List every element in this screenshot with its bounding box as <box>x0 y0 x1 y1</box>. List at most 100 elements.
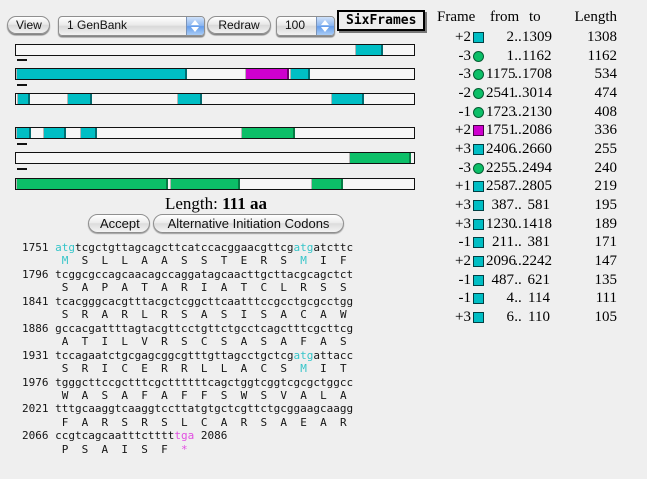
orf-segment[interactable] <box>348 153 411 163</box>
sequence-position: 1886 <box>22 321 56 335</box>
residue: L <box>101 254 109 268</box>
orf-table-row[interactable]: +3 6.. 110 105 <box>437 308 617 327</box>
residue: S <box>340 281 347 295</box>
square-orf-icon <box>473 256 484 268</box>
orf-frame: +2 <box>455 122 471 139</box>
alternative-initiation-codons-button[interactable]: Alternative Initiation Codons <box>153 214 344 233</box>
orf-from: 2587 <box>486 178 516 195</box>
orf-segment[interactable] <box>43 128 66 138</box>
residue: A <box>320 335 327 349</box>
frame-offset-dash <box>17 59 27 61</box>
residue: R <box>161 308 168 322</box>
range-separator: .. <box>514 103 522 120</box>
orf-segment[interactable] <box>16 128 31 138</box>
orf-table-row[interactable]: +3 387.. 581 195 <box>437 196 617 215</box>
square-orf-icon <box>473 312 484 324</box>
protein-line: S A P A T A R I A T C L R S S <box>22 281 353 294</box>
orf-table: Frame from to Length +2 2.. 1309 1308 -3 1.. 1… <box>437 9 617 327</box>
orf-table-row[interactable]: +2 2.. 1309 1308 <box>437 28 617 47</box>
orf-from: 387 <box>491 197 515 214</box>
range-separator: .. <box>514 47 522 64</box>
orf-frame: +3 <box>455 309 471 326</box>
circle-orf-icon <box>473 50 484 62</box>
orf-frame: -3 <box>458 47 472 64</box>
orf-table-row[interactable]: -1 4.. 114 111 <box>437 290 618 309</box>
orf-table-row[interactable]: +3 1230.. 1418 189 <box>437 215 617 234</box>
orf-table-row[interactable]: +1 2587.. 2805 219 <box>437 178 617 197</box>
orf-table-row[interactable]: -2 2541.. 3014 474 <box>437 84 618 103</box>
orf-table-row[interactable]: -3 2255.. 2494 240 <box>437 159 618 178</box>
residue: S <box>61 281 69 295</box>
square-orf-icon <box>473 274 484 286</box>
length-value: 111 aa <box>222 194 267 213</box>
range-separator: .. <box>514 215 522 232</box>
residue: A <box>200 308 208 322</box>
protein-line: W A S A F A F F S W S V A L A <box>22 389 353 402</box>
residue: A <box>300 388 307 402</box>
residue: S <box>81 254 89 268</box>
frame-offset-dash <box>17 143 27 145</box>
orf-icon-cell <box>471 274 486 286</box>
genbank-select[interactable]: 1 GenBank <box>58 16 205 36</box>
residue: S <box>61 362 69 376</box>
orf-from: 6 <box>506 309 515 326</box>
orf-table-row[interactable]: +3 2406.. 2660 255 <box>437 140 617 159</box>
orf-table-row[interactable]: -3 1175.. 1708 534 <box>437 65 618 84</box>
view-button[interactable]: View <box>7 16 50 34</box>
residue: I <box>101 335 109 349</box>
codon-stop: tga <box>174 429 195 443</box>
orf-segment[interactable] <box>16 69 188 79</box>
orf-segment[interactable] <box>66 94 93 104</box>
orf-segment[interactable] <box>169 179 240 189</box>
residue: T <box>220 254 228 268</box>
orf-to: 581 <box>527 197 551 214</box>
sixframes-button[interactable]: SixFrames <box>337 10 426 31</box>
scale-select[interactable]: 100 <box>276 16 335 36</box>
orf-segment[interactable] <box>245 69 290 79</box>
circle-orf-icon <box>473 162 484 174</box>
range-separator: .. <box>514 178 522 195</box>
orf-icon-cell <box>471 50 486 62</box>
orf-table-row[interactable]: -1 211.. 381 171 <box>437 234 618 253</box>
sequence-line: 1751 atgtcgctgttagcagcttcatccacggaacgttc… <box>22 241 353 254</box>
orf-table-row[interactable]: +2 2096.. 2242 147 <box>437 252 617 271</box>
residue: A <box>121 388 128 402</box>
orf-to: 1418 <box>522 215 552 232</box>
orf-from: 2406 <box>486 140 516 157</box>
orf-segment[interactable] <box>354 45 384 55</box>
orf-segment[interactable] <box>290 69 310 79</box>
orf-segment[interactable] <box>330 94 365 104</box>
orf-length: 1162 <box>587 47 617 64</box>
orf-from: 1751 <box>486 122 516 139</box>
residue: W <box>61 388 69 402</box>
orf-segment[interactable] <box>79 128 98 138</box>
accept-button[interactable]: Accept <box>88 214 150 233</box>
redraw-button[interactable]: Redraw <box>207 16 271 34</box>
orf-segment[interactable] <box>311 179 343 189</box>
orf-to: 2130 <box>522 103 552 120</box>
orf-segment[interactable] <box>16 94 31 104</box>
header-frame: Frame <box>437 9 476 25</box>
residue: S <box>220 308 228 322</box>
residue: F <box>300 335 307 349</box>
sequence-line: 1976 tgggcttccgctttcgcttttttcagctggtcggt… <box>22 376 353 389</box>
orf-table-row[interactable]: +2 1751.. 2086 336 <box>437 121 617 140</box>
orf-table-row[interactable]: -3 1.. 1162 1162 <box>437 47 618 66</box>
orf-icon-cell <box>471 200 486 212</box>
residue: R <box>161 362 168 376</box>
orf-table-row[interactable]: -1 487.. 621 135 <box>437 271 618 290</box>
residue: R <box>101 415 109 429</box>
residue: S <box>260 308 268 322</box>
residue: R <box>300 281 307 295</box>
residue: I <box>320 254 327 268</box>
residue: R <box>240 415 248 429</box>
frame-bar--1 <box>15 127 415 139</box>
orf-segment[interactable] <box>176 94 202 104</box>
orf-to: 3014 <box>522 84 552 101</box>
orf-from: 2096 <box>486 253 516 270</box>
orf-segment[interactable] <box>16 179 169 189</box>
orf-to: 1708 <box>522 66 552 83</box>
orf-length: 105 <box>594 309 618 326</box>
orf-segment[interactable] <box>241 128 295 138</box>
orf-table-row[interactable]: -1 1723.. 2130 408 <box>437 103 618 122</box>
